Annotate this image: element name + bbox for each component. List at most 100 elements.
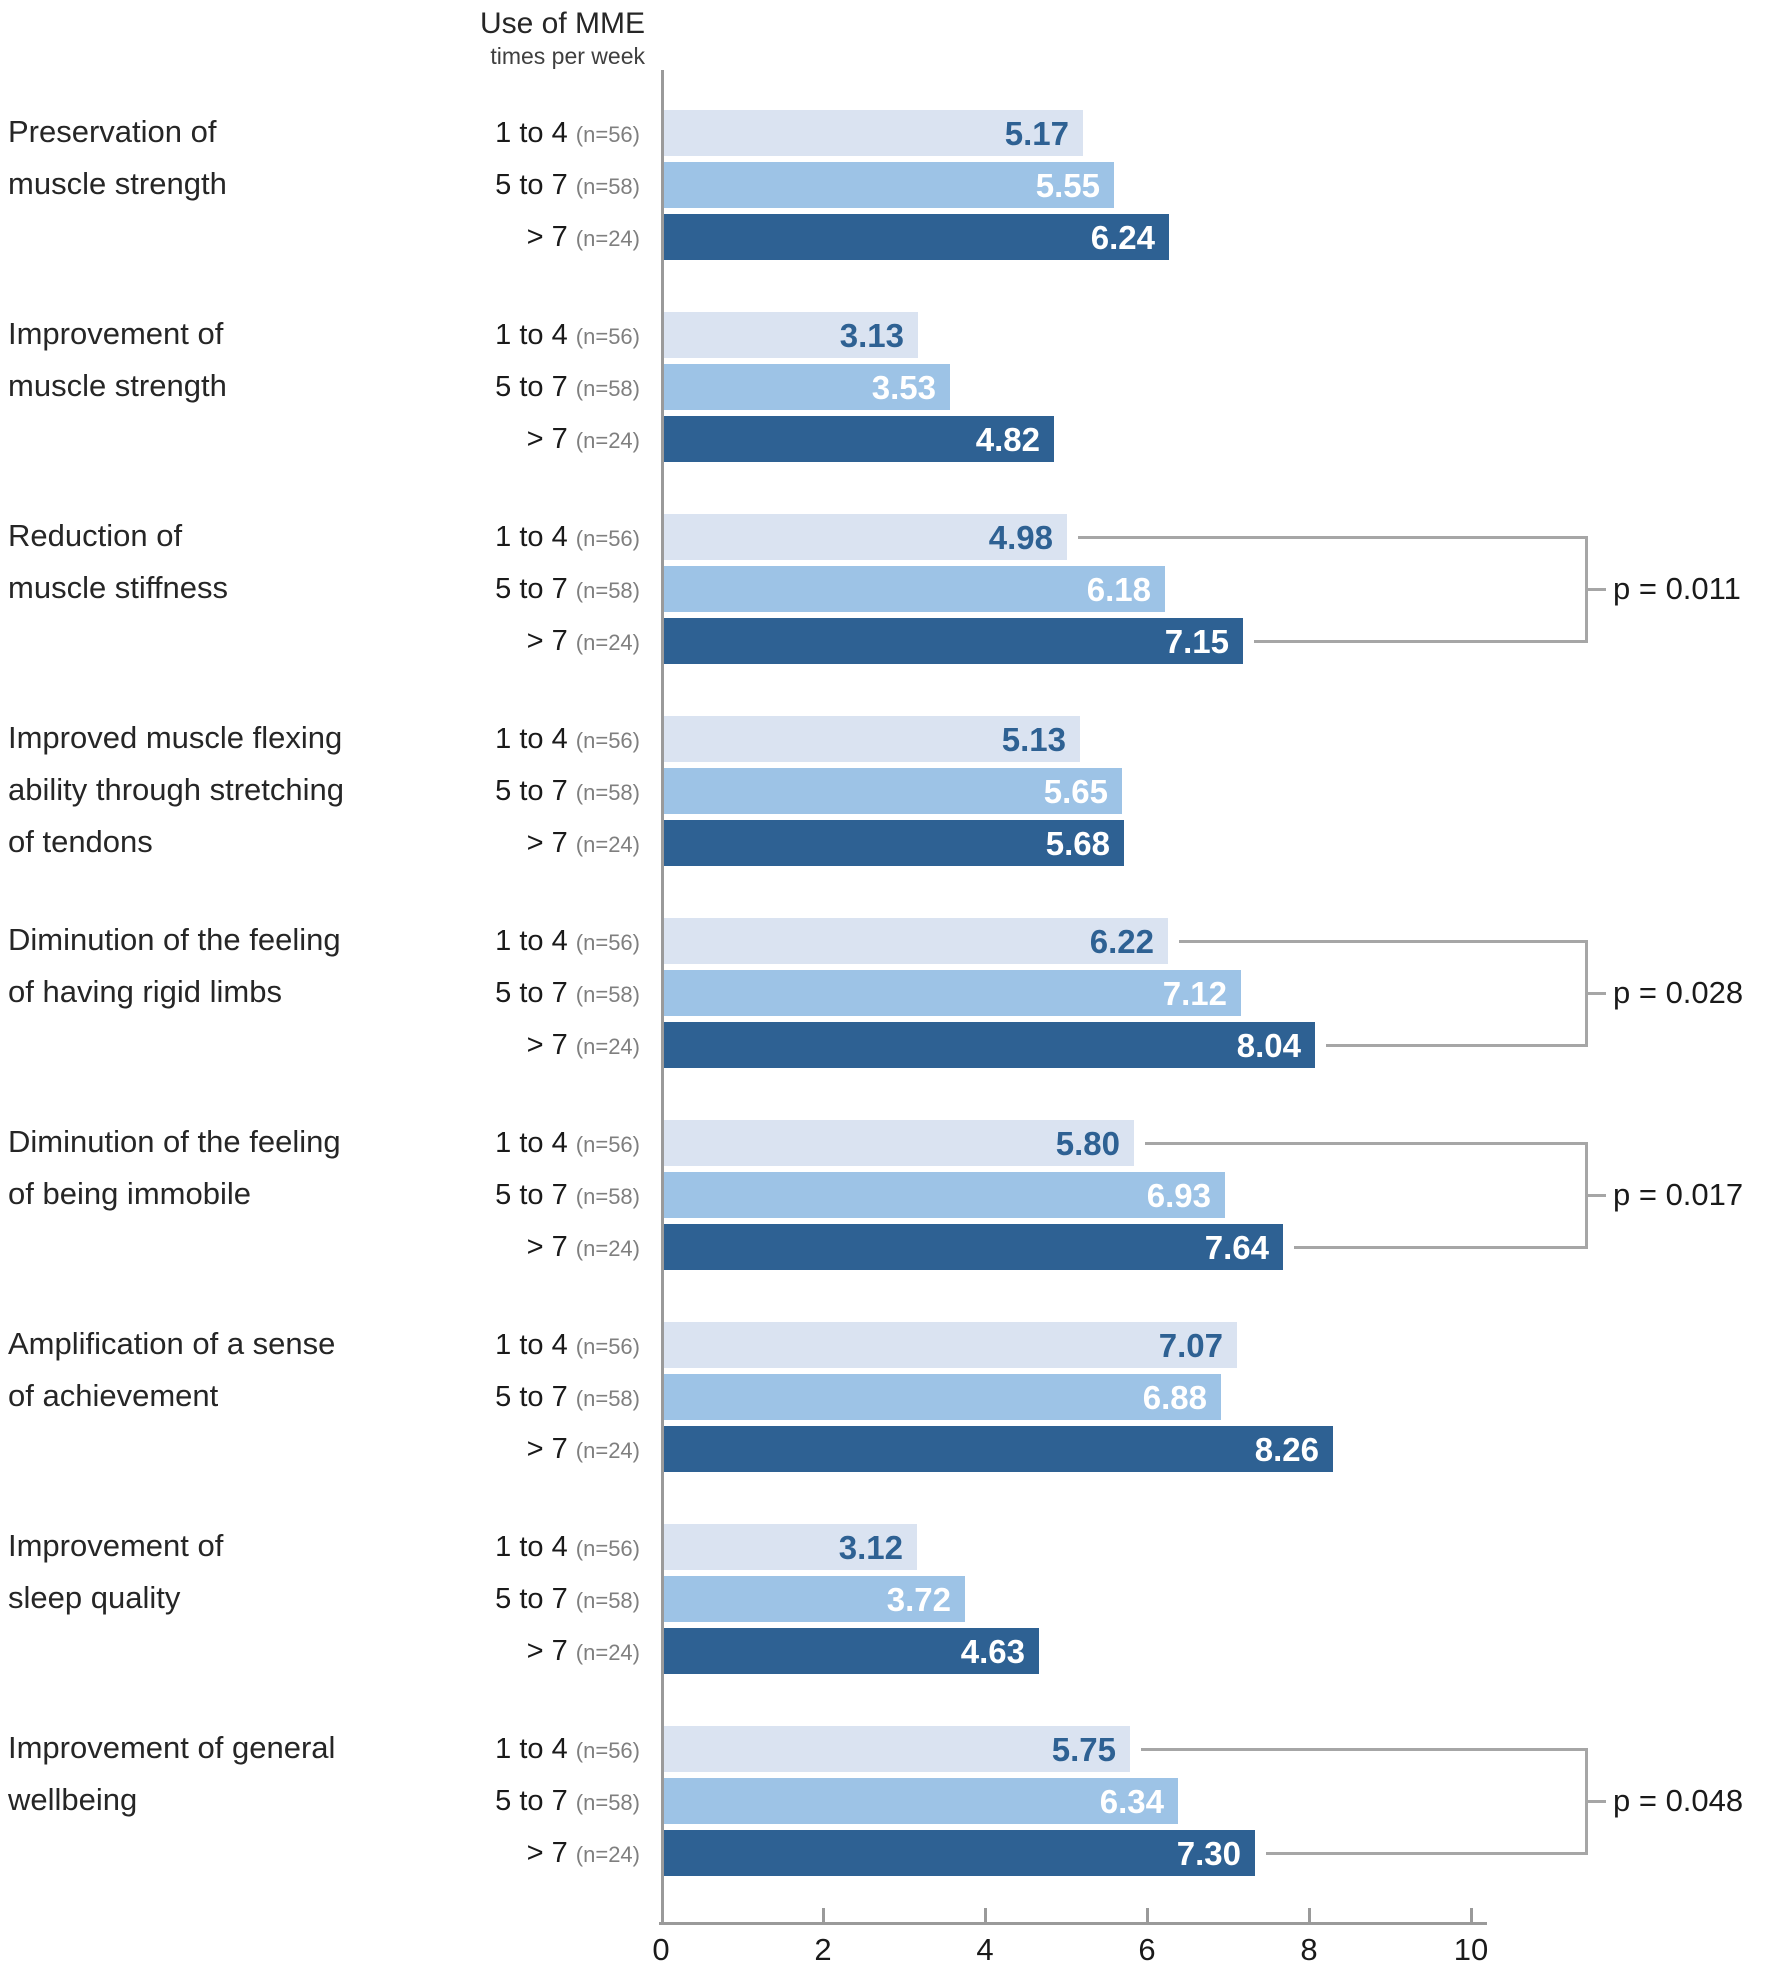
category-label-line: sleep quality xyxy=(8,1580,181,1615)
row-label-n: (n=58) xyxy=(575,982,640,1007)
row-label: 5 to 7 (n=58) xyxy=(330,1172,640,1218)
p-value-label: p = 0.048 xyxy=(1613,1783,1744,1818)
chart-title: Use of MME xyxy=(479,7,645,40)
significance-bracket-bottom-line xyxy=(1294,1246,1588,1249)
bar: 4.63 xyxy=(664,1628,1039,1674)
row-label-main: 1 to 4 xyxy=(495,925,576,957)
row-label: 5 to 7 (n=58) xyxy=(330,1374,640,1420)
significance-bracket-tick xyxy=(1588,1194,1606,1197)
row-label: 1 to 4 (n=56) xyxy=(330,312,640,358)
category-label-line: ability through stretching xyxy=(8,772,345,807)
bar: 7.07 xyxy=(664,1322,1237,1368)
row-label-n: (n=24) xyxy=(575,1640,640,1665)
row-label: > 7 (n=24) xyxy=(330,820,640,866)
category-label-line: of being immobile xyxy=(8,1176,251,1211)
row-label: 1 to 4 (n=56) xyxy=(330,1726,640,1772)
bar: 7.12 xyxy=(664,970,1241,1016)
row-label-n: (n=58) xyxy=(575,376,640,401)
x-axis-tick-label: 6 xyxy=(1138,1932,1156,1967)
category-label-line: muscle stiffness xyxy=(8,570,228,605)
row-label-main: 5 to 7 xyxy=(495,1381,576,1413)
significance-bracket-vertical-line xyxy=(1585,940,1588,1047)
category-label-line: Preservation of xyxy=(8,114,217,149)
row-label-n: (n=56) xyxy=(575,1132,640,1157)
bar: 6.88 xyxy=(664,1374,1221,1420)
significance-bracket-tick xyxy=(1588,1800,1606,1803)
significance-bracket-vertical-line xyxy=(1585,1142,1588,1249)
bar-value-label: 5.80 xyxy=(1055,1125,1120,1162)
bar-value-label: 5.68 xyxy=(1045,825,1110,862)
row-label-n: (n=56) xyxy=(575,1334,640,1359)
p-value-label: p = 0.017 xyxy=(1613,1177,1744,1212)
row-label-main: > 7 xyxy=(526,1837,576,1869)
row-label-main: 1 to 4 xyxy=(495,1733,576,1765)
x-axis-tick xyxy=(822,1908,825,1922)
row-label: 1 to 4 (n=56) xyxy=(330,514,640,560)
p-value-label: p = 0.011 xyxy=(1613,571,1741,606)
row-label-main: > 7 xyxy=(526,221,576,253)
row-label-n: (n=58) xyxy=(575,1790,640,1815)
bar-value-label: 7.30 xyxy=(1176,1835,1241,1872)
row-label-main: 1 to 4 xyxy=(495,723,576,755)
category-label-line: Improvement of xyxy=(8,316,224,351)
row-label-main: > 7 xyxy=(526,1029,576,1061)
bar-value-label: 6.93 xyxy=(1146,1177,1211,1214)
bar-value-label: 8.26 xyxy=(1254,1431,1319,1468)
bar-value-label: 3.12 xyxy=(838,1529,903,1566)
bar: 5.80 xyxy=(664,1120,1134,1166)
significance-bracket-top-line xyxy=(1179,940,1588,943)
row-label-main: > 7 xyxy=(526,423,576,455)
row-label-n: (n=24) xyxy=(575,1438,640,1463)
row-label-n: (n=56) xyxy=(575,122,640,147)
bar-value-label: 3.53 xyxy=(871,369,936,406)
significance-bracket-bottom-line xyxy=(1254,640,1588,643)
row-label-n: (n=24) xyxy=(575,1236,640,1261)
bar: 6.22 xyxy=(664,918,1168,964)
row-label-n: (n=56) xyxy=(575,1738,640,1763)
bar: 5.17 xyxy=(664,110,1083,156)
row-label-main: 1 to 4 xyxy=(495,1127,576,1159)
row-label: > 7 (n=24) xyxy=(330,1830,640,1876)
row-label-n: (n=24) xyxy=(575,630,640,655)
x-axis-line xyxy=(659,1922,1487,1925)
row-label: > 7 (n=24) xyxy=(330,214,640,260)
row-label-n: (n=58) xyxy=(575,1386,640,1411)
bar: 6.34 xyxy=(664,1778,1178,1824)
row-label-n: (n=56) xyxy=(575,324,640,349)
row-label-n: (n=24) xyxy=(575,1034,640,1059)
row-label: 1 to 4 (n=56) xyxy=(330,110,640,156)
row-label: 5 to 7 (n=58) xyxy=(330,1576,640,1622)
bar-value-label: 6.18 xyxy=(1086,571,1151,608)
x-axis-tick-label: 2 xyxy=(814,1932,832,1967)
row-label: > 7 (n=24) xyxy=(330,618,640,664)
row-label-n: (n=56) xyxy=(575,728,640,753)
category-label-line: Reduction of xyxy=(8,518,183,553)
significance-bracket-tick xyxy=(1588,992,1606,995)
category-label-line: of achievement xyxy=(8,1378,219,1413)
row-label: > 7 (n=24) xyxy=(330,1426,640,1472)
bar-value-label: 6.34 xyxy=(1099,1783,1164,1820)
category-label-line: Improved muscle flexing xyxy=(8,720,343,755)
bar: 5.68 xyxy=(664,820,1124,866)
category-label: Amplification of a sense of achievement xyxy=(8,1318,335,1422)
row-label-main: 5 to 7 xyxy=(495,1583,576,1615)
row-label-main: 5 to 7 xyxy=(495,1785,576,1817)
row-label: 5 to 7 (n=58) xyxy=(330,768,640,814)
row-label-n: (n=58) xyxy=(575,578,640,603)
category-label-line: Improvement of general xyxy=(8,1730,336,1765)
category-label-line: muscle strength xyxy=(8,368,227,403)
row-label-main: > 7 xyxy=(526,1231,576,1263)
category-label-line: Diminution of the feeling xyxy=(8,922,341,957)
category-label: Preservation of muscle strength xyxy=(8,106,227,210)
significance-bracket-vertical-line xyxy=(1585,536,1588,643)
row-label: 5 to 7 (n=58) xyxy=(330,970,640,1016)
bar: 8.04 xyxy=(664,1022,1315,1068)
row-label-n: (n=56) xyxy=(575,930,640,955)
category-label: Improved muscle flexing ability through s… xyxy=(8,712,344,868)
row-label-main: > 7 xyxy=(526,625,576,657)
row-label-n: (n=56) xyxy=(575,526,640,551)
bar: 5.55 xyxy=(664,162,1114,208)
bar-value-label: 7.12 xyxy=(1162,975,1227,1012)
